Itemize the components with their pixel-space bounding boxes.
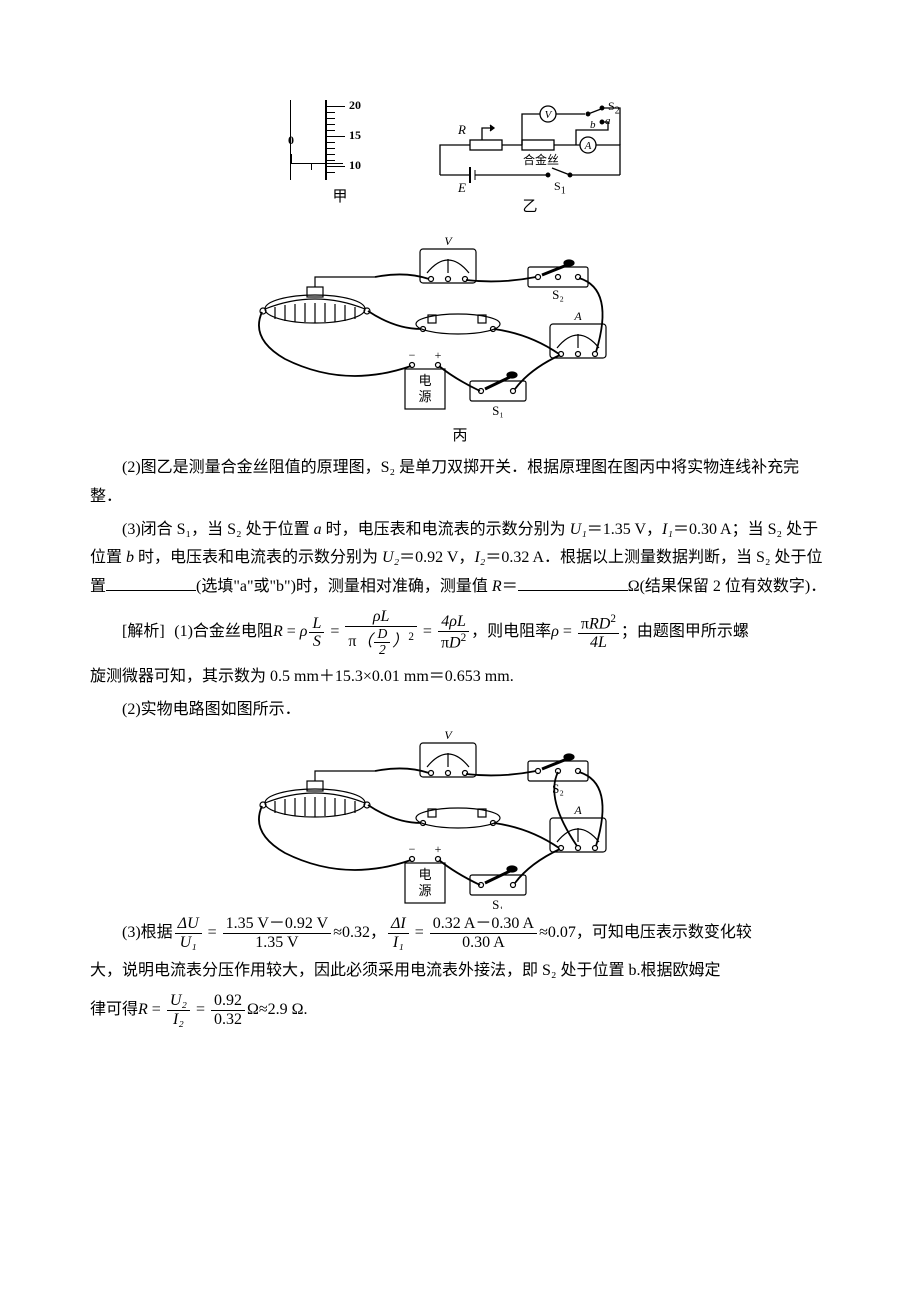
caption-bing: 丙 <box>90 423 830 450</box>
svg-text:+: + <box>435 842 442 856</box>
blank-R <box>518 575 628 591</box>
svg-text:A: A <box>573 803 582 817</box>
svg-text:A: A <box>573 309 582 323</box>
figure-micrometer: 0 20 15 10 甲 <box>290 100 390 221</box>
caption-jia: 甲 <box>332 184 347 211</box>
solution-3c: 律可得 R = U₂ I₂ = 0.92 0.32 Ω≈2.9 Ω. <box>90 992 830 1028</box>
svg-text:电: 电 <box>418 373 431 388</box>
alloy-label: 合金丝 <box>523 150 559 172</box>
micrometer-drawing: 0 20 15 10 <box>290 100 390 180</box>
solution-3b: 大，说明电流表分压作用较大，因此必须采用电流表外接法，即 S₂ 处于位置 b.根… <box>90 957 830 986</box>
svg-text:电: 电 <box>418 867 431 882</box>
rheostat-label: R <box>458 118 466 141</box>
frac-piRD2-4L: πRD2 4L <box>578 613 619 652</box>
thimble-10: 10 <box>349 155 361 177</box>
caption-yi: 乙 <box>522 194 537 221</box>
figure-physical: V S₂ A 电 源 <box>245 229 675 419</box>
svg-text:−: − <box>409 842 416 856</box>
pos-a: a <box>605 112 611 132</box>
figure-physical-wrap: V S₂ A 电 源 <box>90 229 830 450</box>
frac-4rhoL-piD2: 4ρL πD2 <box>438 613 469 652</box>
figure-circuit: A V R 合金丝 E S1 S2 a b 乙 <box>430 100 630 221</box>
frac-dU-U: ΔU U₁ <box>175 915 202 951</box>
figure-row-top: 0 20 15 10 甲 <box>90 100 830 221</box>
circuit-drawing: A V R 合金丝 E S1 S2 a b <box>430 100 630 190</box>
solution-1b: 旋测微器可知，其示数为 0.5 mm＋15.3×0.01 mm＝0.653 mm… <box>90 663 830 692</box>
ammeter-label: A <box>584 140 592 152</box>
thimble-20: 20 <box>349 95 361 117</box>
question-3: (3)闭合 S₁，当 S₂ 处于位置 a 时，电压表和电流表的示数分别为 U₁＝… <box>90 516 830 602</box>
solution-3a: (3)根据 ΔU U₁ = 1.35 V－0.92 V 1.35 V ≈0.32… <box>90 915 830 951</box>
svg-text:−: − <box>409 348 416 362</box>
pos-b: b <box>590 116 596 136</box>
frac-dU-val: 1.35 V－0.92 V 1.35 V <box>223 915 332 951</box>
frac-U2-I2: U₂ I₂ <box>167 992 190 1028</box>
solution-figure-wrap: V S₂ A 电 源 − + <box>90 729 830 909</box>
svg-text:V: V <box>444 234 453 248</box>
question-2: (2)图乙是测量合金丝阻值的原理图，S₂ 是单刀双掷开关．根据原理图在图丙中将实… <box>90 454 830 512</box>
voltmeter-label: V <box>545 109 553 121</box>
frac-dI-I: ΔI I₁ <box>388 915 409 951</box>
thimble-15: 15 <box>349 125 361 147</box>
svg-text:S₁: S₁ <box>492 403 504 418</box>
frac-rhoL-piD2sq: ρL π（D2）2 <box>345 608 417 658</box>
frac-092-032: 0.92 0.32 <box>211 992 245 1028</box>
s1-label: S1 <box>554 176 566 200</box>
frac-L-S: L S <box>309 615 324 651</box>
svg-text:源: 源 <box>418 389 431 404</box>
blank-position <box>106 575 196 591</box>
svg-text:S₂: S₂ <box>552 287 564 302</box>
solution-2: (2)实物电路图如图所示． <box>90 696 830 725</box>
frac-dI-val: 0.32 A－0.30 A 0.30 A <box>430 915 537 951</box>
micrometer-zero: 0 <box>288 130 294 152</box>
emf-label: E <box>458 176 466 199</box>
solution-1: [解析] (1)合金丝电阻 R = ρ L S = ρL π（D2）2 = 4ρ… <box>90 608 830 658</box>
svg-text:S₁: S₁ <box>492 897 504 909</box>
solution-label: [解析] <box>122 618 165 647</box>
svg-text:+: + <box>435 348 442 362</box>
svg-text:源: 源 <box>418 883 431 898</box>
solution-figure: V S₂ A 电 源 − + <box>245 729 675 909</box>
svg-text:V: V <box>444 729 453 742</box>
